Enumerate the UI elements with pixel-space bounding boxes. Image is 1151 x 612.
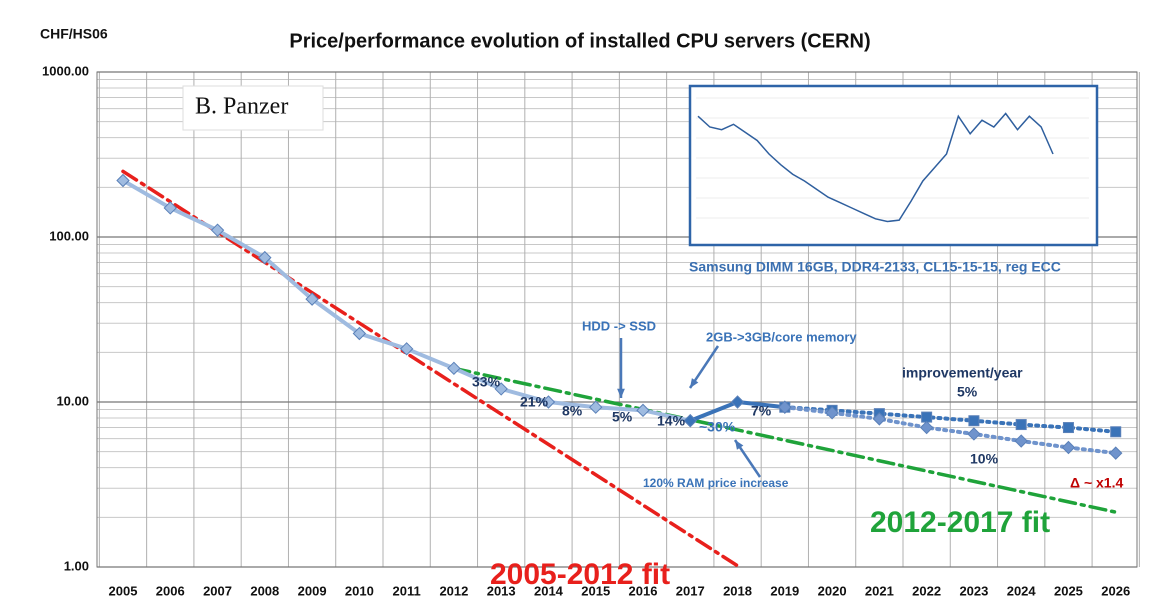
series-line [121,169,742,569]
annotations: 2005-2012 fit 2012-2017 fit B. Panzer 33% 21… [182,84,1123,591]
annotation: improvement/year [902,365,1023,381]
y-tick-label: 10.00 [56,393,89,408]
annotation: 2GB->3GB/core memory [706,329,857,344]
annotation: HDD -> SSD [582,318,656,333]
marker [1109,446,1123,460]
annotation: 10% [970,451,999,467]
marker [305,292,319,306]
marker [589,400,603,414]
x-tick-label: 2023 [959,583,988,598]
annotation: 14% [657,413,686,429]
marker [494,382,508,396]
x-tick-label: 2022 [912,583,941,598]
x-tick-label: 2008 [250,583,279,598]
marker [258,250,272,265]
x-tick-label: 2025 [1054,583,1083,598]
annotation: ~30% [699,419,736,435]
x-tick-label: 2014 [534,583,564,598]
annotation: 5% [612,409,633,425]
marker [399,342,414,356]
annotation: 21% [520,394,549,410]
series-line [782,405,1118,456]
series-line [782,405,1118,434]
marker [116,173,130,188]
fit-label: 2005-2012 fit [490,558,670,591]
x-tick-label: 2010 [345,583,374,598]
x-tick-label: 2009 [298,583,327,598]
y-tick-label: 100.00 [49,228,89,243]
x-tick-label: 2017 [676,583,705,598]
marker [1062,422,1074,434]
marker [872,412,887,426]
annotation: 7% [751,403,772,419]
x-tick-label: 2012 [439,583,468,598]
annotation: 120% RAM price increase [643,476,789,490]
marker [967,427,981,441]
marker [1061,440,1076,455]
x-tick-label: 2005 [109,583,138,598]
y-tick-label: 1000.00 [42,63,89,78]
annotation: 33% [472,374,501,390]
marker [968,415,980,427]
y-tick-label: 1.00 [64,558,89,573]
annotation: Δ ~ x1.4 [1070,475,1123,491]
plot [116,169,1123,569]
marker [921,411,933,423]
x-tick-label: 2013 [487,583,516,598]
marker [825,406,839,420]
marker [541,395,556,409]
annotation: 5% [957,384,978,400]
arrow-head [617,388,625,398]
x-tick-label: 2020 [818,583,847,598]
inset-line [697,112,1054,223]
plot-border [96,71,1138,568]
marker [210,223,225,237]
arrow-head [690,378,699,388]
marker [683,414,697,428]
author-box [182,85,324,131]
marker [1110,426,1122,438]
annotation: B. Panzer [195,94,288,120]
x-tick-label: 2019 [770,583,799,598]
x-tick-label: 2006 [156,583,185,598]
marker [352,326,367,341]
arrow-head [735,440,744,450]
marker [1015,419,1027,431]
x-tick-label: 2018 [723,583,752,598]
fit-label: 2012-2017 fit [870,506,1050,539]
annotation: 8% [562,403,583,419]
x-tick-label: 2015 [581,583,610,598]
marker [163,201,177,215]
x-tick-label: 2021 [865,583,894,598]
inset-caption: Samsung DIMM 16GB, DDR4-2133, CL15-15-15… [689,259,1061,275]
x-tick-label: 2016 [629,583,658,598]
x-tick-label: 2026 [1101,583,1130,598]
x-tick-label: 2024 [1007,583,1037,598]
series-line [452,366,1118,514]
marker [730,395,745,409]
x-tick-label: 2007 [203,583,232,598]
marker [636,403,650,418]
x-tick-label: 2011 [393,583,421,598]
marker [919,420,934,435]
marker [778,400,792,414]
chart-title: Price/performance evolution of installed… [289,30,870,52]
marker [447,361,461,376]
y-axis-label: CHF/HS06 [40,26,108,42]
marker [1014,434,1028,448]
